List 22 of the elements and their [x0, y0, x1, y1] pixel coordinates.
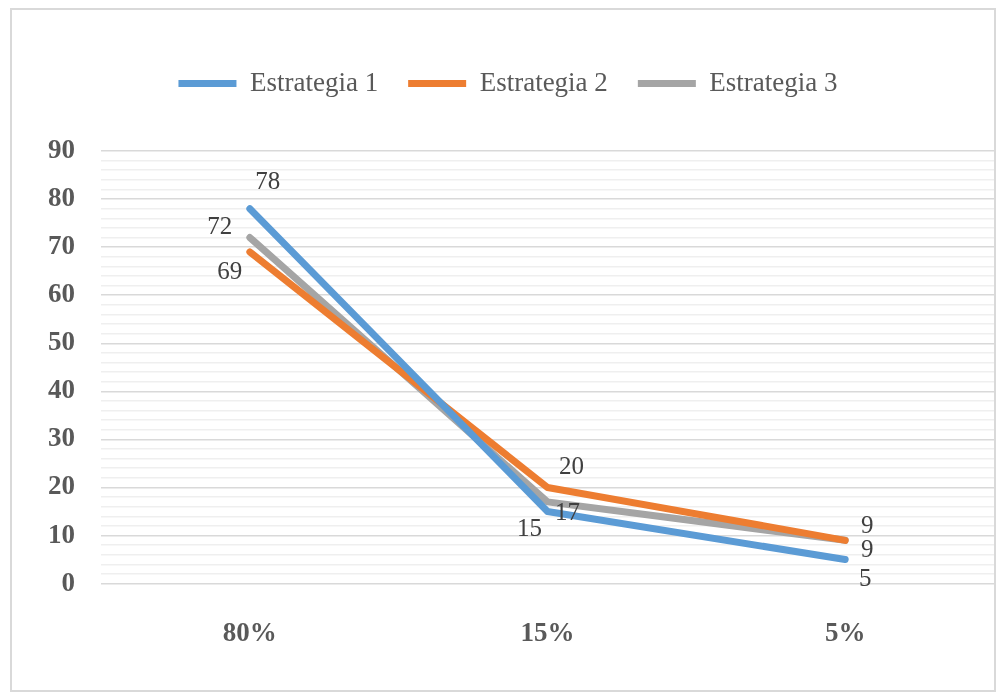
- data-label: 20: [559, 452, 584, 480]
- legend-label: Estrategia 1: [249, 66, 379, 97]
- y-tick-label: 60: [48, 278, 75, 309]
- data-label: 78: [255, 167, 281, 195]
- y-tick-label: 70: [48, 230, 75, 261]
- y-tick-label: 20: [48, 470, 75, 501]
- data-label: 72: [207, 212, 233, 240]
- y-tick-label: 40: [48, 374, 75, 405]
- y-tick-label: 0: [61, 566, 75, 597]
- legend-label: Estrategia 2: [479, 66, 608, 97]
- x-tick-label: 15%: [520, 616, 575, 647]
- x-tick-label: 5%: [824, 616, 866, 647]
- y-tick-label: 10: [48, 518, 75, 549]
- data-label: 69: [217, 256, 243, 284]
- data-label: 5: [858, 564, 872, 592]
- y-tick-label: 80: [48, 182, 75, 213]
- y-tick-label: 30: [48, 422, 75, 453]
- y-tick-label: 90: [48, 133, 75, 164]
- x-tick-label: 80%: [222, 616, 277, 647]
- data-label: 15: [517, 514, 542, 542]
- legend-label: Estrategia 3: [709, 66, 838, 97]
- y-tick-label: 50: [48, 326, 75, 357]
